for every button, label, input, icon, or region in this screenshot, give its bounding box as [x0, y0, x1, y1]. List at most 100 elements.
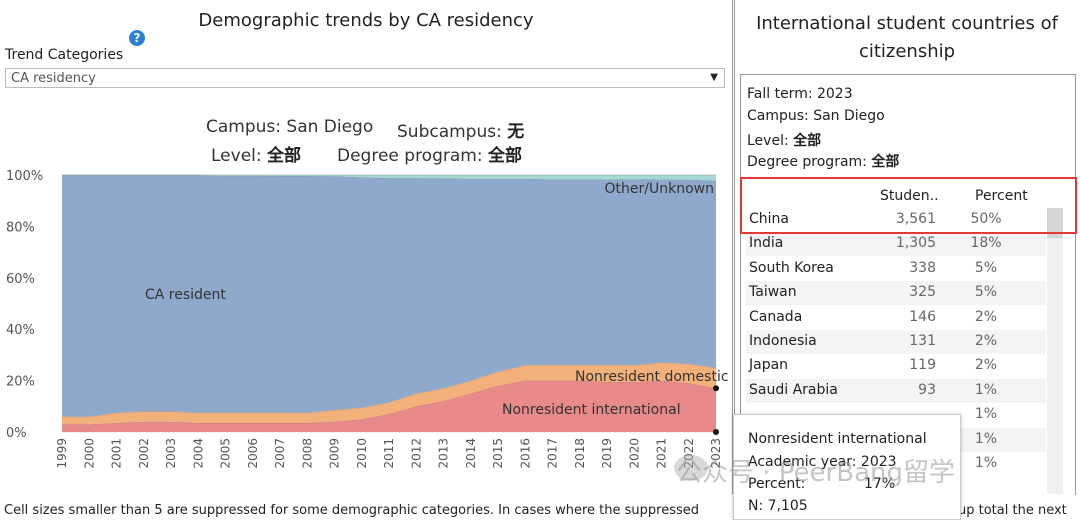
- citizenship-table-frame: [740, 74, 1076, 495]
- country-cell: China: [749, 211, 789, 227]
- x-tick-label: 2008: [300, 438, 314, 469]
- students-cell: 119: [909, 357, 936, 374]
- students-cell: 131: [909, 333, 936, 349]
- series-area-ca-resident[interactable]: [62, 175, 716, 417]
- percent-cell: 1%: [974, 381, 998, 398]
- students-cell: 338: [909, 259, 936, 276]
- series-area-nonresident-domestic[interactable]: [62, 362, 716, 425]
- y-tick-label: 100%: [6, 169, 43, 184]
- level-info-value: 全部: [793, 133, 822, 149]
- x-tick-label: 2003: [164, 438, 178, 469]
- x-tick-label: 2010: [355, 438, 369, 469]
- y-tick-label: 0%: [6, 426, 27, 441]
- campus-label: Campus: San Diego: [206, 117, 374, 137]
- percent-cell: 50%: [970, 211, 1002, 227]
- table-row[interactable]: Indonesia 131 2%: [746, 330, 1046, 354]
- y-tick-label: 60%: [6, 272, 35, 287]
- x-tick-label: 2011: [382, 438, 396, 469]
- fall-term-info: Fall term: 2023: [747, 86, 853, 102]
- tooltip-year: Academic year: 2023: [748, 454, 897, 470]
- x-tick-label: 2007: [273, 438, 287, 469]
- tooltip-percent-value: 17%: [864, 476, 896, 492]
- x-tick-label: 2022: [682, 438, 696, 469]
- series-area-nonresident-international[interactable]: [62, 380, 716, 432]
- x-tick-label: 1999: [55, 438, 69, 469]
- citizenship-title-line2: citizenship: [858, 41, 956, 62]
- degree-info: Degree program: 全部: [747, 151, 899, 171]
- percent-cell: 18%: [970, 235, 1002, 252]
- table-row[interactable]: Taiwan 325 5%: [746, 281, 1046, 306]
- percent-cell: 1%: [974, 406, 998, 423]
- y-tick-label: 20%: [6, 375, 35, 390]
- students-cell: 325: [909, 284, 936, 301]
- degree-info-value: 全部: [871, 154, 900, 170]
- table-row[interactable]: Japan 119 2%: [746, 354, 1046, 378]
- students-column-header[interactable]: Studen..: [880, 188, 939, 204]
- level-filter: Level: 全部: [211, 141, 301, 166]
- students-cell: 3,561: [895, 211, 936, 227]
- students-cell: 146: [909, 308, 936, 325]
- x-tick-label: 2004: [191, 438, 205, 469]
- series-area-other-unknown[interactable]: [62, 175, 716, 181]
- series-annotation: Nonresident domestic: [575, 369, 729, 385]
- country-cell: Indonesia: [749, 333, 817, 349]
- x-tick-label: 2021: [655, 438, 669, 469]
- country-cell: Canada: [749, 308, 803, 325]
- trend-categories-select[interactable]: CA residency ▼: [5, 68, 725, 88]
- level-label: Level:: [211, 146, 262, 166]
- x-tick-label: 2012: [409, 438, 423, 469]
- x-tick-label: 2017: [546, 438, 560, 469]
- table-row[interactable]: Saudi Arabia 93 1%: [746, 378, 1046, 403]
- x-tick-label: 2005: [219, 438, 233, 469]
- citizenship-panel: [734, 0, 1080, 494]
- campus-info: Campus: San Diego: [747, 108, 885, 124]
- x-tick-label: 2020: [627, 438, 641, 469]
- x-tick-label: 2009: [328, 438, 342, 469]
- x-tick-label: 2000: [82, 438, 96, 469]
- percent-column-header[interactable]: Percent: [975, 188, 1028, 204]
- percent-cell: 2%: [974, 308, 998, 325]
- students-cell: 1,305: [895, 235, 936, 252]
- x-tick-label: 2001: [110, 438, 124, 469]
- percent-cell: 2%: [974, 357, 998, 374]
- wechat-logo-icon: [674, 455, 708, 481]
- x-tick-label: 2006: [246, 438, 260, 469]
- china-row-highlight: [740, 177, 1077, 234]
- country-cell: Saudi Arabia: [749, 381, 838, 398]
- table-row[interactable]: 1%: [746, 452, 1046, 476]
- country-cell: South Korea: [749, 259, 834, 276]
- percent-cell: 5%: [974, 259, 998, 276]
- country-cell: Japan: [749, 357, 789, 374]
- chart-tooltip: Nonresident international Academic year:…: [733, 414, 961, 520]
- trend-categories-value: CA residency: [11, 71, 96, 86]
- table-row[interactable]: 1%: [746, 403, 1046, 427]
- help-icon[interactable]: ?: [129, 30, 145, 46]
- table-row[interactable]: India 1,305 18%: [746, 232, 1046, 257]
- demographic-trends-title: Demographic trends by CA residency: [198, 10, 534, 31]
- x-tick-label: 2015: [491, 438, 505, 469]
- demographic-trends-panel: [732, 0, 733, 494]
- x-tick-label: 2023: [709, 438, 723, 469]
- y-tick-label: 40%: [6, 323, 35, 338]
- level-info: Level: 全部: [747, 130, 821, 150]
- citizenship-title-line1: International student countries of: [756, 13, 1058, 34]
- series-annotation: CA resident: [145, 287, 226, 303]
- campus-filter: Campus: San Diego: [206, 117, 373, 137]
- series-annotation: Other/Unknown: [605, 181, 714, 197]
- subcampus-filter: Subcampus: 无: [397, 117, 524, 142]
- watermark: 公众号 · PeerBang留学: [676, 458, 955, 488]
- table-scrollbar[interactable]: [1047, 208, 1063, 494]
- residency-area-chart[interactable]: 0% 20% 40% 60% 80% 100% 1999 2000 2001 2002 2003 20…: [0, 165, 732, 475]
- students-cell: 93: [918, 381, 936, 398]
- degree-label: Degree program:: [337, 146, 483, 166]
- table-row[interactable]: China 3,561 50%: [746, 208, 1046, 232]
- table-row[interactable]: Canada 146 2%: [746, 306, 1046, 330]
- level-value: 全部: [267, 146, 302, 166]
- data-point-marker[interactable]: [713, 429, 719, 435]
- percent-cell: 5%: [974, 284, 998, 301]
- country-cell: Taiwan: [749, 284, 797, 301]
- table-row[interactable]: South Korea 338 5%: [746, 257, 1046, 281]
- table-scrollbar-thumb[interactable]: [1047, 208, 1063, 238]
- data-point-marker[interactable]: [713, 385, 719, 392]
- country-cell: India: [749, 235, 784, 252]
